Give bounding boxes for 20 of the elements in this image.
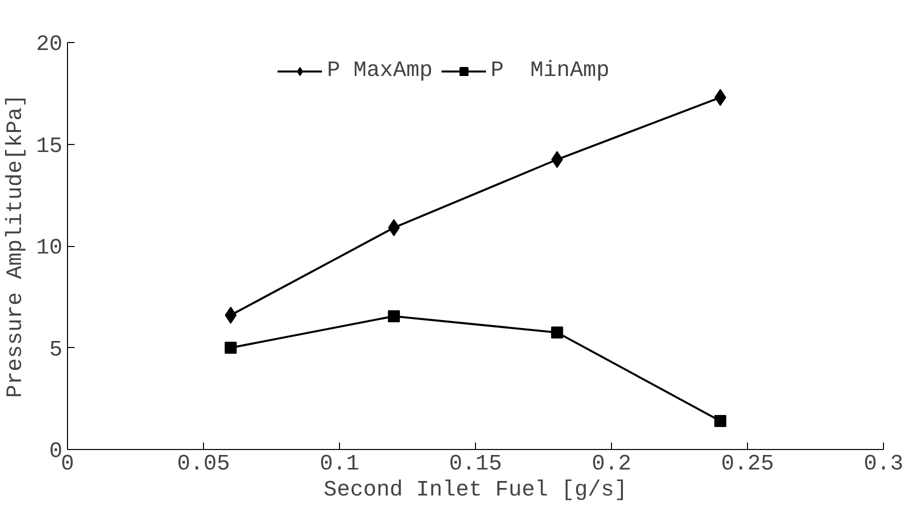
x-axis-title: Second Inlet Fuel [g/s]: [324, 478, 628, 502]
y-tick-label: 15: [36, 134, 62, 159]
point: [388, 310, 400, 322]
x-tick-label: 0.25: [721, 452, 774, 476]
point: [714, 88, 726, 106]
legend-label: P MaxAmp: [327, 58, 433, 83]
point: [714, 415, 726, 428]
x-tick-label: 0.05: [177, 452, 230, 476]
y-tick-label: 10: [36, 236, 62, 260]
x-tick-label: 0.15: [449, 452, 502, 476]
x-tick-label: 0.1: [320, 452, 360, 476]
legend-label: P MinAmp: [490, 58, 610, 83]
y-tick-label: 20: [36, 32, 62, 57]
x-tick-label: 0.2: [592, 452, 632, 476]
y-tick-label: 5: [49, 337, 62, 362]
x-tick-label: 0.3: [864, 452, 904, 476]
y-axis-title: Pressure Amplitude[kPa]: [3, 94, 28, 398]
point: [224, 342, 237, 354]
point: [224, 306, 237, 324]
point: [551, 326, 564, 338]
